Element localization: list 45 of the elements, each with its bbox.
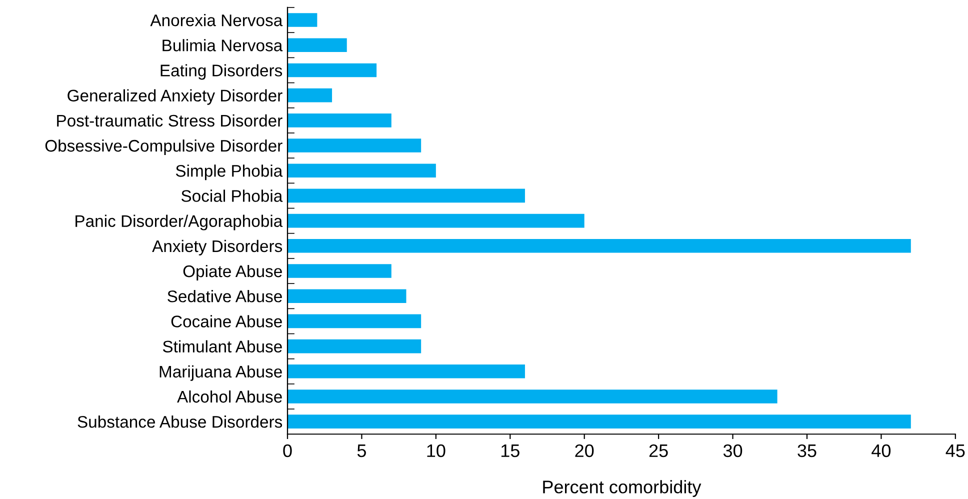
y-tick-label: Stimulant Abuse: [162, 340, 282, 352]
y-tick-label: Sedative Abuse: [168, 290, 282, 302]
y-tick-label: Opiate Abuse: [183, 264, 282, 280]
bar: [287, 63, 377, 78]
bar: [287, 214, 584, 228]
y-tick-label: Anxiety Disorders: [152, 240, 282, 256]
bar: [287, 414, 911, 428]
bar: [287, 390, 778, 404]
y-tick-label: Generalized Anxiety Disorder: [68, 89, 282, 105]
x-tick-label: 10: [427, 444, 446, 458]
x-tick-label: 40: [872, 444, 891, 458]
bar: [287, 88, 332, 102]
y-tick-label: Marijuana Abuse: [160, 365, 282, 381]
bar: [287, 314, 422, 328]
bar: [287, 38, 347, 52]
y-tick-label: Substance Abuse Disorders: [78, 416, 282, 428]
bar: [287, 188, 525, 203]
bar: [287, 364, 525, 378]
y-tick-label: Social Phobia: [181, 190, 283, 202]
x-tick-label: 20: [575, 444, 594, 458]
bar: [287, 164, 436, 178]
bar: [287, 138, 422, 152]
y-tick-label: Panic Disorder/Agoraphobia: [76, 214, 283, 230]
x-tick-label: 0: [283, 444, 292, 458]
x-tick-label: 35: [798, 444, 816, 458]
x-tick-label: 15: [501, 444, 520, 458]
bar: [287, 114, 392, 128]
x-tick-label: 25: [649, 444, 668, 458]
bar: [287, 13, 318, 27]
x-tick-label: 45: [946, 444, 965, 458]
y-tick-label: Obsessive-Compulsive Disorder: [45, 139, 282, 156]
bar: [287, 339, 422, 354]
y-tick-label: Cocaine Abuse: [171, 315, 282, 328]
y-tick-label: Anorexia Nervosa: [150, 14, 283, 26]
x-tick-label: 30: [723, 444, 742, 458]
y-tick-label: Eating Disorders: [160, 64, 282, 80]
bar: [287, 239, 911, 253]
y-tick-label: Post-traumatic Stress Disorder: [57, 114, 282, 127]
bar: [287, 264, 392, 278]
x-tick-label: 5: [357, 444, 366, 458]
y-tick-label: Alcohol Abuse: [177, 390, 282, 403]
bar: [287, 289, 406, 303]
y-tick-label: Bulimia Nervosa: [162, 39, 283, 52]
y-tick-label: Simple Phobia: [176, 164, 283, 180]
x-axis-title: Percent comorbidity: [543, 480, 702, 497]
